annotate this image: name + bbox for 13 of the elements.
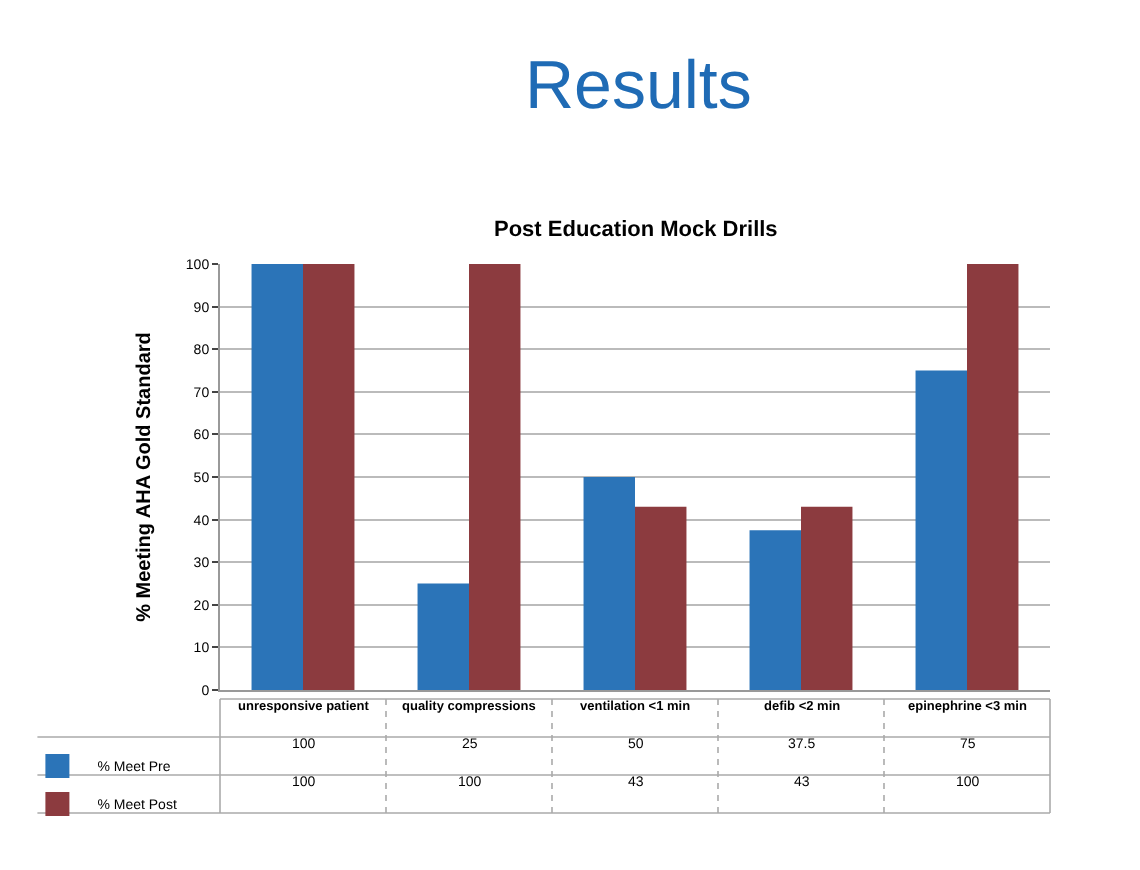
bar bbox=[635, 506, 687, 690]
chart-title: Results bbox=[525, 47, 752, 124]
bar bbox=[469, 264, 521, 690]
bar bbox=[915, 370, 967, 690]
bar bbox=[417, 583, 469, 690]
bar bbox=[801, 506, 853, 690]
bar bbox=[967, 264, 1019, 690]
bar bbox=[303, 264, 355, 690]
chart-subtitle: Post Education Mock Drills bbox=[494, 218, 778, 242]
bar bbox=[251, 264, 303, 690]
y-axis-title: % Meeting AHA Gold Standard bbox=[133, 332, 156, 622]
bar bbox=[749, 530, 801, 690]
bar bbox=[583, 477, 635, 690]
